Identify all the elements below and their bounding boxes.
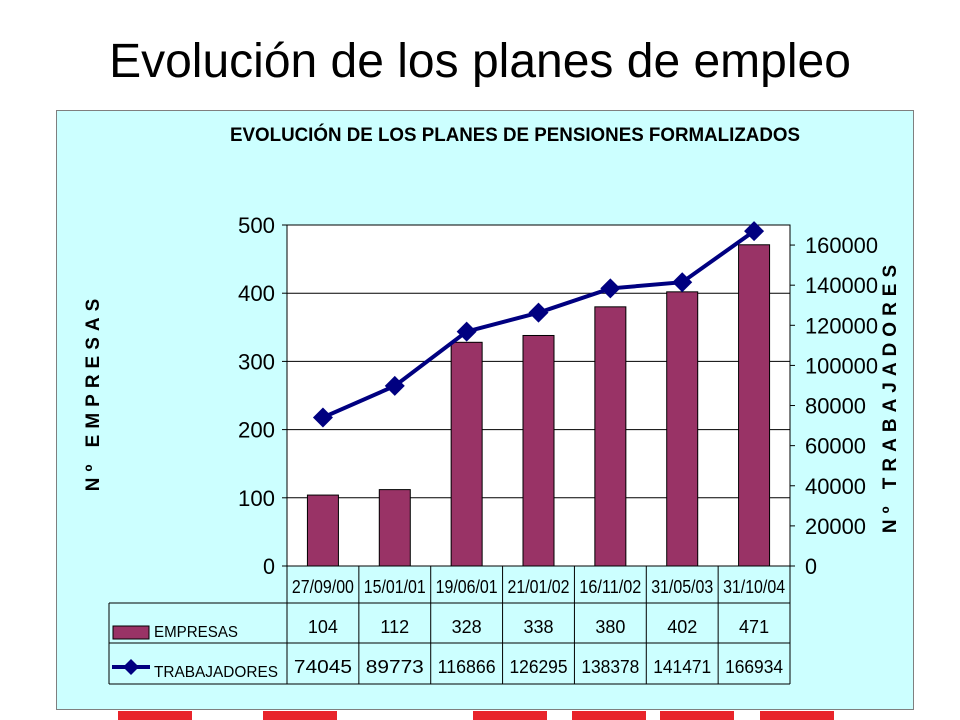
table-cell-empresas: 338 <box>523 617 553 637</box>
y2-axis-label: Nº TRABAJADORES <box>880 259 901 533</box>
y-tick-label: 500 <box>238 213 275 238</box>
y2-tick-label: 60000 <box>805 434 866 459</box>
y2-tick-label: 20000 <box>805 514 866 539</box>
y-axis-label: Nº EMPRESAS <box>83 293 104 492</box>
table-cell-trabajadores: 138378 <box>581 657 639 677</box>
bar-empresas <box>738 244 771 567</box>
bar-empresas <box>522 334 555 567</box>
y2-tick-label: 120000 <box>805 313 878 338</box>
y-tick-label: 200 <box>238 418 275 443</box>
y-tick-label: 300 <box>238 349 275 374</box>
x-tick-label: 31/05/03 <box>651 577 713 597</box>
point-trabajadores <box>744 221 765 242</box>
bar-empresas <box>306 494 339 567</box>
footer-strip <box>263 711 337 720</box>
x-tick-label: 31/10/04 <box>723 577 785 597</box>
y2-tick-label: 0 <box>805 554 817 579</box>
table-cell-trabajadores: 74045 <box>294 657 352 677</box>
table-cell-trabajadores: 89773 <box>366 657 424 677</box>
y-tick-label: 100 <box>238 486 275 511</box>
point-trabajadores <box>456 321 477 342</box>
y2-tick-label: 160000 <box>805 233 878 258</box>
table-cell-empresas: 402 <box>667 617 697 637</box>
table-cell-empresas: 328 <box>452 617 482 637</box>
footer-strip <box>473 711 547 720</box>
legend-key-empresas <box>112 625 150 640</box>
table-cell-empresas: 112 <box>380 617 409 637</box>
table-cell-empresas: 380 <box>595 617 625 637</box>
table-cell-trabajadores: 126295 <box>510 657 568 677</box>
table-cell-empresas: 104 <box>308 617 338 637</box>
legend-label-empresas: EMPRESAS <box>154 624 238 641</box>
chart-title: EVOLUCIÓN DE LOS PLANES DE PENSIONES FOR… <box>230 124 800 146</box>
point-trabajadores <box>528 302 549 323</box>
x-tick-label: 19/06/01 <box>436 577 498 597</box>
y-tick-label: 0 <box>263 554 275 579</box>
legend-key-trabajadores-marker <box>123 659 139 675</box>
bar-empresas <box>378 489 411 567</box>
footer-strip <box>660 711 734 720</box>
data-table: 27/09/00 15/01/01 19/06/01 21/01/02 16/11/02… <box>108 566 791 685</box>
y2-tick-label: 40000 <box>805 474 866 499</box>
x-tick-label: 21/01/02 <box>508 577 570 597</box>
x-tick-label: 27/09/00 <box>292 577 354 597</box>
bar-empresas <box>594 306 627 567</box>
y2-tick-label: 100000 <box>805 353 878 378</box>
footer-strip <box>118 711 192 720</box>
y2-tick-label: 80000 <box>805 394 866 419</box>
y-tick-label: 400 <box>238 281 275 306</box>
bar-empresas <box>450 341 483 567</box>
footer-strip <box>760 711 834 720</box>
point-trabajadores <box>312 407 333 428</box>
table-cell-trabajadores: 166934 <box>725 657 783 677</box>
point-trabajadores <box>600 278 621 299</box>
legend-label-trabajadores: TRABAJADORES <box>154 664 278 681</box>
y2-tick-label: 140000 <box>805 273 878 298</box>
table-cell-trabajadores: 141471 <box>653 657 711 677</box>
x-tick-label: 15/01/01 <box>364 577 426 597</box>
table-cell-trabajadores: 116866 <box>438 657 496 677</box>
bar-empresas <box>666 291 699 567</box>
point-trabajadores <box>384 375 405 396</box>
table-cell-empresas: 471 <box>739 617 769 637</box>
footer-strip <box>572 711 646 720</box>
slide-title: Evolución de los planes de empleo <box>109 35 851 88</box>
x-tick-label: 16/11/02 <box>579 577 641 597</box>
point-trabajadores <box>672 272 693 293</box>
